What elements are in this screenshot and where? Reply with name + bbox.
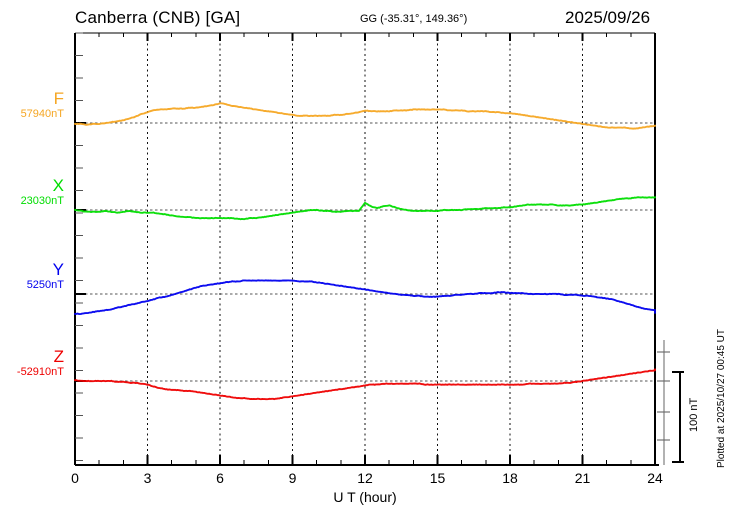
plot-frame <box>74 32 659 466</box>
gridlines <box>75 33 655 465</box>
page-title: Canberra (CNB) [GA] <box>75 8 241 27</box>
x-tick-label-21: 21 <box>574 470 591 486</box>
geographic-coordinates: GG (-35.31°, 149.36°) <box>360 13 468 25</box>
component-letter-z: Z <box>53 347 64 366</box>
component-label-y: Y 5250nT <box>0 261 64 291</box>
data-traces <box>74 102 656 401</box>
component-letter-x: X <box>52 176 64 195</box>
component-label-f: F 57940nT <box>0 90 64 120</box>
x-tick-label-15: 15 <box>429 470 446 486</box>
x-tick-label-24: 24 <box>647 470 663 486</box>
x-tick-label-18: 18 <box>502 470 518 486</box>
component-letter-f: F <box>53 89 64 108</box>
component-label-x: X 23030nT <box>0 177 64 207</box>
x-tick-label-6: 6 <box>216 470 224 486</box>
component-letter-y: Y <box>52 260 64 279</box>
component-baseline-y: 5250nT <box>26 279 64 291</box>
x-tick-label-9: 9 <box>288 470 297 486</box>
x-tick-label-12: 12 <box>357 470 373 486</box>
scale-bar <box>657 340 684 465</box>
x-tick-label-3: 3 <box>143 470 152 486</box>
component-label-z: Z -52910nT <box>0 348 64 378</box>
scale-bar-label: 100 nT <box>688 397 700 432</box>
component-baseline-f: 57940nT <box>20 108 64 120</box>
x-axis-title: U T (hour) <box>333 489 397 505</box>
plotted-at-caption: Plotted at 2025/10/27 00:45 UT <box>716 329 727 468</box>
component-baseline-x: 23030nT <box>20 195 64 207</box>
component-baseline-z: -52910nT <box>16 366 64 378</box>
x-tick-label-0: 0 <box>71 470 79 486</box>
axis-ticks <box>74 32 656 465</box>
observation-date: 2025/09/26 <box>565 8 651 27</box>
